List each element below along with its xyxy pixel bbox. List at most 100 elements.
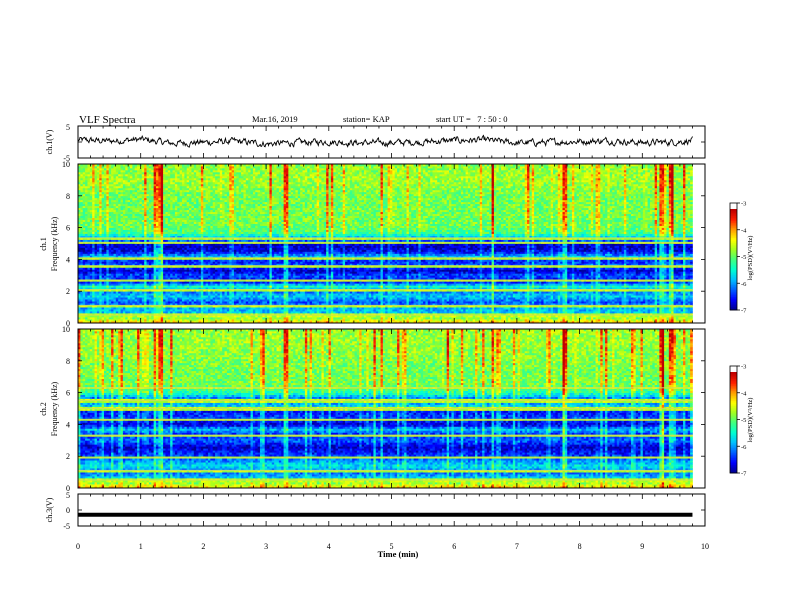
colorbar-swatch xyxy=(730,281,737,284)
colorbar-swatch xyxy=(730,378,737,381)
colorbar-swatch xyxy=(730,415,737,418)
colorbar-swatch xyxy=(730,383,737,386)
colorbar-swatch xyxy=(730,451,737,454)
colorbar-swatch xyxy=(730,442,737,445)
ch3-ytick-mid: 0 xyxy=(66,506,70,515)
ch2-colorbar-label: log(PSD)(V²/Hz) xyxy=(747,398,754,443)
colorbar-swatch xyxy=(730,267,737,270)
colorbar-swatch xyxy=(730,296,737,299)
colorbar-swatch xyxy=(730,403,737,407)
ch1-frequency-ylabel: Frequency (kHz) xyxy=(50,216,59,271)
time-tick-label: 8 xyxy=(578,542,582,551)
colorbar-swatch xyxy=(730,429,737,432)
colorbar-swatch xyxy=(730,225,737,228)
frequency-tick-label: 2 xyxy=(66,287,70,296)
colorbar-swatch xyxy=(730,446,737,449)
colorbar-swatch xyxy=(730,288,737,291)
figure-title: VLF Spectra xyxy=(79,114,136,126)
colorbar-swatch xyxy=(730,390,737,393)
colorbar-swatch xyxy=(730,377,737,380)
colorbar-tick-label: -4 xyxy=(741,227,747,234)
colorbar-swatch xyxy=(730,441,737,444)
time-tick-label: 1 xyxy=(139,542,143,551)
colorbar-swatch xyxy=(730,298,737,301)
colorbar-swatch xyxy=(730,237,737,240)
colorbar-swatch xyxy=(730,308,737,311)
date-label: Mar.16, 2019 xyxy=(252,114,298,124)
colorbar-swatch xyxy=(730,294,737,297)
colorbar-swatch xyxy=(730,232,737,235)
colorbar-swatch xyxy=(730,239,737,242)
colorbar-tick-label: -5 xyxy=(741,417,746,424)
ch2-spectrogram-ticks xyxy=(77,328,706,489)
ch3-ytick-top: 5 xyxy=(66,491,70,500)
colorbar-swatch xyxy=(730,219,737,222)
colorbar-swatch xyxy=(730,457,737,460)
ch2-spectrogram-panel: 0 2 4 6 8 10 ch.2 Frequency (kHz) xyxy=(39,325,706,493)
ch2-colorbar: -3 -4 -5 -6 -7 xyxy=(729,364,747,478)
colorbar-swatch xyxy=(730,244,737,247)
colorbar-swatch xyxy=(730,427,737,430)
colorbar-swatch xyxy=(730,220,737,223)
colorbar-swatch xyxy=(730,256,737,259)
colorbar-swatch xyxy=(730,422,737,425)
colorbar-swatch xyxy=(730,400,737,403)
colorbar-swatch xyxy=(730,283,737,286)
colorbar-swatch xyxy=(730,234,737,237)
time-tick-label: 0 xyxy=(76,542,80,551)
colorbar-swatch xyxy=(730,462,737,465)
colorbar-swatch xyxy=(730,235,737,239)
colorbar-swatch xyxy=(730,466,737,469)
ch1-colorbar-label: log(PSD)(V²/Hz) xyxy=(747,236,754,281)
frequency-tick-label: 0 xyxy=(66,484,70,493)
ch1-spectrogram-ticks xyxy=(77,163,706,324)
frequency-tick-label: 6 xyxy=(66,389,70,398)
colorbar-swatch xyxy=(730,240,737,244)
colorbar-swatch xyxy=(730,405,737,408)
colorbar-swatch xyxy=(730,212,737,215)
colorbar-swatch xyxy=(730,471,737,474)
colorbar-swatch xyxy=(730,289,737,292)
colorbar-swatch xyxy=(730,227,737,230)
colorbar-tick-label: -7 xyxy=(741,308,747,315)
colorbar-tick-label: -3 xyxy=(741,364,746,371)
frequency-tick-label: 2 xyxy=(66,452,70,461)
colorbar-swatch xyxy=(730,217,737,220)
colorbar-tick-label: -6 xyxy=(741,444,747,451)
start-ut-label: start UT = 7 : 50 : 0 xyxy=(436,114,507,124)
colorbar-swatch xyxy=(730,414,737,417)
colorbar-swatch xyxy=(730,286,737,289)
ch3-ticks xyxy=(77,493,706,527)
colorbar-swatch xyxy=(730,372,737,375)
ch1-waveform-trace xyxy=(77,134,693,148)
frequency-tick-label: 8 xyxy=(66,357,70,366)
colorbar-swatch xyxy=(730,409,737,412)
time-tick-label: 6 xyxy=(452,542,456,551)
colorbar-swatch xyxy=(730,254,737,257)
ch1-ytick-bottom: -5 xyxy=(63,154,70,163)
colorbar-swatch xyxy=(730,407,737,410)
frequency-tick-label: 6 xyxy=(66,224,70,233)
colorbar-swatch xyxy=(730,278,737,281)
ch1-spectrogram-panel: 0 2 4 6 8 10 ch.1 Frequency (kHz) xyxy=(39,160,706,328)
colorbar-swatch xyxy=(730,222,737,225)
ch3-ytick-bottom: -5 xyxy=(63,522,70,531)
colorbar-swatch xyxy=(730,385,737,388)
colorbar-swatch xyxy=(730,382,737,385)
frequency-tick-label: 10 xyxy=(62,325,70,334)
time-axis-tick-labels: 0 1 2 3 4 5 6 7 8 9 10 xyxy=(76,542,709,551)
ch1-colorbar: -3 -4 -5 -6 -7 xyxy=(729,201,747,315)
colorbar-swatch xyxy=(730,464,737,467)
colorbar-swatch xyxy=(730,252,737,255)
colorbar-swatch xyxy=(730,402,737,405)
ch3-panel: 5 0 -5 ch.3(V) 0 1 2 3 4 5 6 7 8 9 10 Time (min) xyxy=(45,491,709,559)
colorbar-swatch xyxy=(730,392,737,395)
colorbar-swatch xyxy=(730,215,737,218)
colorbar-swatch xyxy=(730,301,737,304)
ch3-ylabel: ch.3(V) xyxy=(45,497,54,522)
colorbar-swatch xyxy=(730,304,737,308)
colorbar-swatch xyxy=(730,262,737,265)
colorbar-swatch xyxy=(730,419,737,422)
colorbar-tick-label: -3 xyxy=(741,201,746,208)
colorbar-swatch xyxy=(730,306,737,309)
